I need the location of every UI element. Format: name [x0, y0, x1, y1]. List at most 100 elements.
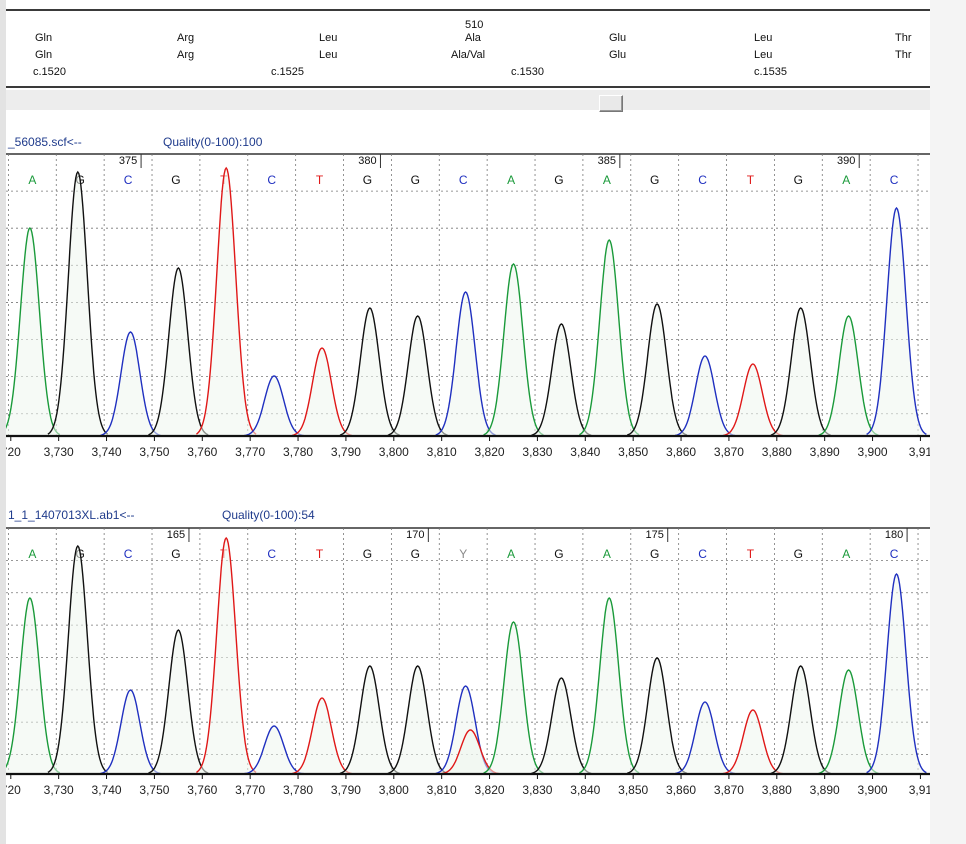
base-call-3: C [124, 173, 133, 187]
peak-C-19 [866, 206, 927, 436]
header-bottom-rule [6, 86, 930, 88]
peak-C-20 [866, 572, 927, 774]
base-number: 375 [119, 155, 137, 167]
peak-T-7 [291, 347, 353, 437]
base-call-15: C [698, 547, 707, 561]
scrollbar-thumb[interactable] [599, 95, 623, 112]
peak-C-15 [674, 355, 736, 437]
peak-A-18 [818, 315, 879, 436]
base-call-10: Y [459, 547, 467, 561]
cdna-position-3: c.1530 [511, 66, 545, 78]
peak-G-8 [339, 307, 400, 436]
aa-row1-3: Leu [319, 32, 338, 44]
peak-C-6 [244, 725, 305, 775]
peak-G-9 [387, 315, 448, 436]
x-tick-label: 3,880 [762, 783, 792, 797]
peak-fill [6, 228, 60, 436]
peak-fill [770, 666, 831, 774]
peak-A-19 [818, 669, 879, 774]
peak-G-13 [531, 677, 592, 774]
panel1-quality: Quality(0-100):100 [163, 135, 263, 149]
peak-fill [100, 332, 161, 436]
aa-row2-6: Leu [754, 49, 773, 61]
peak-fill [196, 168, 257, 436]
left-border [0, 0, 6, 844]
base-call-19: C [890, 547, 899, 561]
base-call-17: G [794, 547, 803, 561]
peak-G-15 [626, 657, 688, 774]
peak-fill [440, 730, 501, 774]
peak-G-2 [47, 170, 109, 435]
translation-header: 510 Gln Arg Leu Ala Glu Leu Thr Gln Arg … [0, 0, 930, 90]
peak-fill [722, 364, 783, 436]
x-tick-label: 3,860 [666, 783, 696, 797]
peak-fill [675, 356, 735, 436]
aa-row1-5: Glu [609, 32, 627, 44]
x-tick-label: 3,780 [283, 783, 313, 797]
x-tick-label: 3,810 [427, 783, 457, 797]
base-call-4: G [171, 547, 180, 561]
peak-fill [483, 622, 544, 774]
peak-fill [148, 268, 209, 436]
base-call-16: T [747, 547, 755, 561]
x-tick-label: 3,760 [187, 445, 217, 459]
x-tick-label: 3,820 [475, 783, 505, 797]
x-tick-label: 3,810 [427, 445, 457, 459]
base-call-12: G [554, 547, 563, 561]
base-call-8: G [363, 173, 372, 187]
x-tick-label: 3,750 [139, 783, 169, 797]
panel1-chromatogram[interactable]: AGCGTCTGGCAGAGCTGAC3753803853907203,7303… [6, 150, 930, 490]
peak-fill [339, 666, 400, 774]
peak-fill [675, 702, 735, 774]
peak-C-10 [435, 291, 496, 436]
peak-fill [627, 658, 687, 774]
base-call-13: A [603, 173, 611, 187]
base-number: 175 [646, 529, 664, 541]
peak-T-16 [722, 363, 783, 437]
horizontal-scrollbar[interactable] [6, 90, 930, 110]
peak-A-11 [483, 263, 544, 436]
peak-fill [47, 546, 108, 774]
base-call-4: G [171, 173, 180, 187]
aa-row1-1: Gln [35, 32, 53, 44]
panel2-chromatogram[interactable]: AGCGTCTGGYAGAGCTGAC1651701751807203,7303… [6, 524, 930, 814]
base-call-7: T [316, 173, 324, 187]
aa-row2-2: Arg [177, 49, 195, 61]
x-tick-label: 3,870 [714, 783, 744, 797]
base-call-6: C [267, 547, 276, 561]
x-tick-label: 3,880 [762, 445, 792, 459]
base-number: 380 [358, 155, 376, 167]
x-tick-label: 3,840 [570, 445, 600, 459]
base-call-1: A [28, 173, 36, 187]
peak-T-7 [291, 697, 353, 775]
x-tick-label: 3,730 [44, 783, 74, 797]
peak-fill [47, 172, 108, 436]
aa-row2-4: Ala/Val [451, 49, 486, 61]
peak-C-6 [244, 375, 305, 437]
base-number: 180 [885, 529, 903, 541]
base-call-11: A [507, 173, 515, 187]
peak-fill [531, 678, 592, 774]
peak-A-12 [483, 621, 544, 774]
peak-T-5 [196, 536, 257, 774]
peak-fill [148, 630, 209, 774]
base-call-14: G [650, 173, 659, 187]
x-tick-label: 3,740 [92, 445, 122, 459]
x-tick-label: 3,860 [666, 445, 696, 459]
peak-fill [6, 598, 60, 774]
x-tick-label: 3,770 [235, 783, 265, 797]
peak-fill [866, 208, 927, 436]
peak-G-4 [148, 629, 209, 774]
base-call-8: G [363, 547, 372, 561]
peak-G-2 [47, 544, 109, 774]
peak-C-3 [100, 689, 161, 775]
x-tick-label: 3,900 [858, 445, 888, 459]
base-call-16: T [747, 173, 755, 187]
x-tick-label: 3,890 [810, 783, 840, 797]
peak-fill [244, 726, 304, 774]
peak-G-18 [770, 665, 831, 774]
peak-fill [579, 598, 640, 774]
base-number: 170 [406, 529, 424, 541]
cdna-position-2: c.1525 [271, 66, 305, 78]
base-call-11: A [507, 547, 515, 561]
